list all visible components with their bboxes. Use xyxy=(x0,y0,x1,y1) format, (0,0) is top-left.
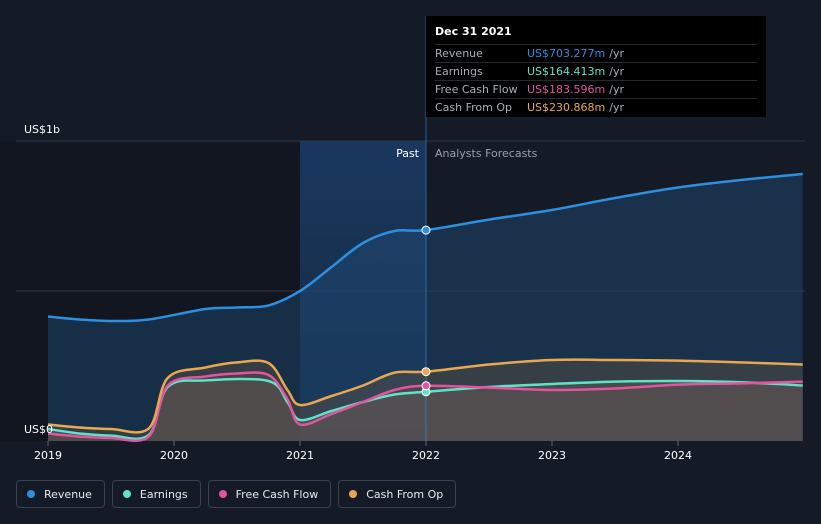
tooltip-row-value: US$164.413m xyxy=(527,65,606,78)
legend-item-revenue[interactable]: Revenue xyxy=(16,480,105,508)
legend-dot-icon xyxy=(27,490,35,498)
tooltip-row-label: Revenue xyxy=(435,47,483,60)
legend-item-earnings[interactable]: Earnings xyxy=(111,480,201,508)
free-cash-flow-marker xyxy=(421,381,431,391)
legend-dot-icon xyxy=(349,490,358,498)
x-tick-label: 2024 xyxy=(664,449,692,462)
tooltip-row-value: US$183.596m xyxy=(527,83,606,96)
legend-item-cash-from-op[interactable]: Cash From Op xyxy=(338,480,457,508)
revenue-line xyxy=(47,172,803,323)
y-axis-top-label: US$1b xyxy=(24,123,60,136)
past-label: Past xyxy=(396,147,420,160)
tooltip-date: Dec 31 2021 xyxy=(435,25,512,38)
revenue-marker xyxy=(421,225,431,235)
legend-item-label: Earnings xyxy=(139,487,188,501)
tooltip-row-unit: /yr xyxy=(609,65,624,78)
tooltip-row-unit: /yr xyxy=(609,101,624,114)
x-tick-label: 2022 xyxy=(412,449,440,462)
earnings-area xyxy=(48,378,803,441)
tooltip-row-value: US$703.277m xyxy=(527,47,606,60)
free-cash-flow-line xyxy=(47,371,803,443)
tooltip-row: Revenue US$703.277m/yr xyxy=(435,44,757,62)
legend-item-label: Free Cash Flow xyxy=(235,487,319,501)
forecast-label: Analysts Forecasts xyxy=(435,147,538,160)
y-axis-bottom-label: US$0 xyxy=(24,423,53,436)
data-tooltip: Dec 31 2021 Revenue US$703.277m/yr Earning… xyxy=(426,16,766,117)
tooltip-row: Free Cash Flow US$183.596m/yr xyxy=(435,80,757,98)
tooltip-row-label: Free Cash Flow xyxy=(435,83,518,96)
tooltip-row-unit: /yr xyxy=(609,83,624,96)
cash-from-op-marker xyxy=(421,367,431,377)
x-tick-label: 2023 xyxy=(538,449,566,462)
tooltip-row: Earnings US$164.413m/yr xyxy=(435,62,757,80)
cash-from-op-line xyxy=(47,358,803,434)
legend-item-label: Revenue xyxy=(44,487,92,501)
chart-legend: Revenue Earnings Free Cash Flow Cash From O… xyxy=(16,480,457,508)
legend-dot-icon xyxy=(122,490,131,498)
tooltip-row-unit: /yr xyxy=(609,47,624,60)
legend-dot-icon xyxy=(218,490,227,498)
tooltip-row-value: US$230.868m xyxy=(527,101,606,114)
x-tick-label: 2019 xyxy=(34,449,62,462)
legend-item-label: Cash From Op xyxy=(366,487,444,501)
tooltip-row-label: Cash From Op xyxy=(435,101,513,114)
tooltip-row: Cash From Op US$230.868m/yr xyxy=(435,98,757,116)
legend-item-free-cash-flow[interactable]: Free Cash Flow xyxy=(207,480,332,508)
tooltip-row-label: Earnings xyxy=(435,65,483,78)
x-tick-label: 2020 xyxy=(160,449,188,462)
x-tick-label: 2021 xyxy=(286,449,314,462)
